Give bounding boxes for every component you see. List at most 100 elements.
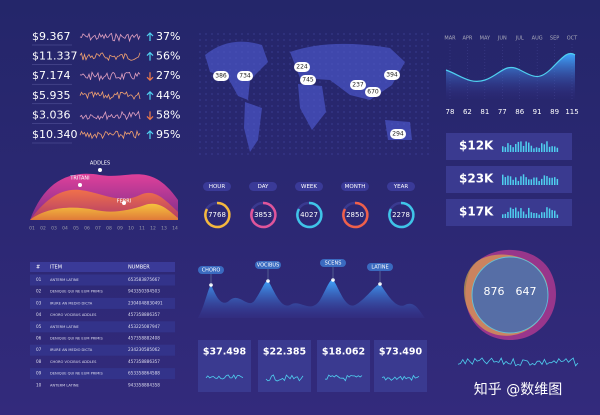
map-dot — [217, 87, 219, 89]
map-dot — [385, 117, 387, 119]
map-dot — [247, 81, 249, 83]
map-dot — [331, 57, 333, 59]
map-dot — [337, 93, 339, 95]
map-dot — [325, 87, 327, 89]
map-dot — [205, 81, 207, 83]
map-dot — [397, 105, 399, 107]
map-dot — [385, 135, 387, 137]
map-dot — [349, 45, 351, 47]
stat-bar — [538, 181, 540, 185]
mountain-axis: 09 — [117, 226, 123, 232]
map-dot — [253, 51, 255, 53]
map-dot — [397, 81, 399, 83]
map-dot — [205, 123, 207, 125]
map-dot — [205, 75, 207, 77]
map-dot — [325, 141, 327, 143]
map-dot — [343, 87, 345, 89]
map-label: 237 — [352, 82, 364, 89]
table-cell: IRURE AN MEDIO DICTA — [50, 301, 93, 305]
map-dot — [373, 63, 375, 65]
map-dot — [295, 153, 297, 155]
map-dot — [403, 153, 405, 155]
map-dot — [373, 135, 375, 137]
map-dot — [331, 117, 333, 119]
month-label: APR — [462, 36, 472, 42]
map-dot — [211, 111, 213, 113]
map-dot — [241, 81, 243, 83]
map-dot — [205, 87, 207, 89]
stat-bar — [556, 178, 559, 185]
map-dot — [343, 153, 345, 155]
map-dot — [211, 129, 213, 131]
map-dot — [223, 153, 225, 155]
map-dot — [355, 39, 357, 41]
map-dot — [331, 153, 333, 155]
map-dot — [421, 87, 423, 89]
map-dot — [427, 141, 429, 143]
map-dot — [295, 99, 297, 101]
map-dot — [229, 111, 231, 113]
map-dot — [421, 39, 423, 41]
map-dot — [349, 93, 351, 95]
map-dot — [313, 69, 315, 71]
bubble-value: 876 — [484, 285, 505, 298]
map-dot — [337, 153, 339, 155]
map-dot — [355, 123, 357, 125]
map-dot — [361, 117, 363, 119]
map-dot — [325, 105, 327, 107]
stat-bar — [533, 177, 535, 185]
stat-bar — [548, 208, 551, 218]
map-dot — [427, 81, 429, 83]
map-dot — [217, 105, 219, 107]
period-pill — [341, 182, 369, 191]
map-dot — [229, 117, 231, 119]
map-dot — [205, 153, 207, 155]
map-dot — [265, 51, 267, 53]
map-dot — [235, 129, 237, 131]
map-dot — [337, 51, 339, 53]
map-dot — [379, 81, 381, 83]
table-cell: 653583875667 — [128, 277, 160, 282]
table-row-bg — [30, 368, 175, 380]
map-dot — [337, 105, 339, 107]
map-label-bubble — [300, 75, 316, 85]
mountain-axis: 14 — [172, 226, 178, 232]
map-dot — [331, 63, 333, 65]
stat-bar — [535, 213, 538, 218]
map-dot — [385, 93, 387, 95]
peak-pill — [255, 261, 281, 269]
card — [258, 340, 311, 392]
map-dot — [319, 81, 321, 83]
map-dot — [427, 63, 429, 65]
map-dot — [331, 129, 333, 131]
map-dot — [229, 57, 231, 59]
stat-bar — [502, 214, 504, 218]
map-dot — [271, 75, 273, 77]
map-dot — [415, 39, 417, 41]
map-dot — [265, 63, 267, 65]
map-dot — [271, 105, 273, 107]
map-dot — [253, 117, 255, 119]
map-dot — [337, 111, 339, 113]
map-dot — [331, 33, 333, 35]
map-dot — [427, 39, 429, 41]
map-dot — [391, 81, 393, 83]
map-dot — [253, 141, 255, 143]
map-dot — [217, 147, 219, 149]
map-dot — [259, 153, 261, 155]
map-dot — [259, 57, 261, 59]
map-dot — [325, 81, 327, 83]
map-dot — [367, 99, 369, 101]
map-dot — [325, 123, 327, 125]
stat-bar — [507, 211, 509, 218]
map-dot — [343, 75, 345, 77]
map-dot — [319, 147, 321, 149]
map-dot — [241, 57, 243, 59]
map-dot — [307, 45, 309, 47]
map-dot — [241, 63, 243, 65]
ticker-value: $7.174 — [32, 69, 71, 82]
map-dot — [379, 123, 381, 125]
stat-bar — [546, 141, 548, 152]
map-dot — [289, 123, 291, 125]
map-dot — [427, 51, 429, 53]
